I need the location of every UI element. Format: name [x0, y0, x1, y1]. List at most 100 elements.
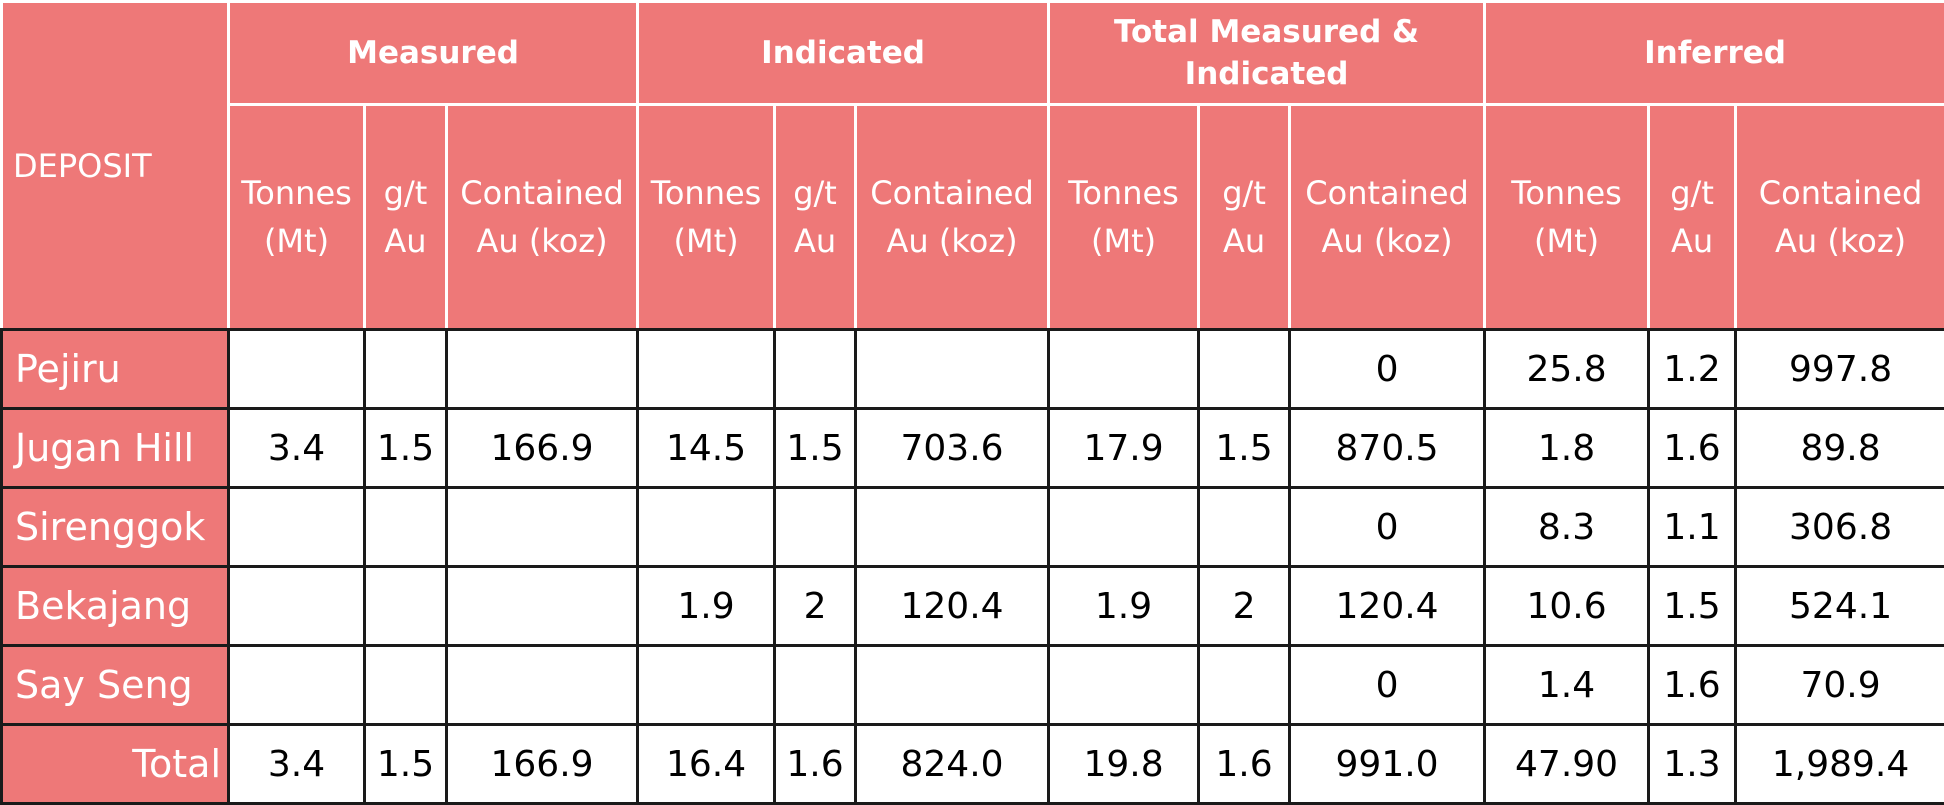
- deposit-header: DEPOSIT: [2, 2, 229, 330]
- table-cell: 1.6: [775, 725, 856, 804]
- subheader-cell: g/t Au: [1649, 105, 1736, 330]
- subheader-cell: Tonnes (Mt): [638, 105, 775, 330]
- subheader-cell: Contained Au (koz): [1736, 105, 1944, 330]
- table-cell: [447, 646, 638, 725]
- group-header-row: DEPOSIT Measured Indicated Total Measure…: [2, 2, 1944, 105]
- table-cell: 1.5: [365, 725, 447, 804]
- table-cell: 2: [1199, 567, 1290, 646]
- table-cell: 17.9: [1049, 409, 1199, 488]
- table-cell: 824.0: [856, 725, 1049, 804]
- table-cell: 1.8: [1485, 409, 1649, 488]
- table-cell: [638, 488, 775, 567]
- table-cell: 1.5: [1649, 567, 1736, 646]
- table-cell: 166.9: [447, 725, 638, 804]
- table-cell: [447, 567, 638, 646]
- table-cell: [775, 330, 856, 409]
- table-cell: 524.1: [1736, 567, 1944, 646]
- subheader-cell: g/t Au: [365, 105, 447, 330]
- table-cell: 1.5: [1199, 409, 1290, 488]
- table-cell: 1.1: [1649, 488, 1736, 567]
- table-cell: 1,989.4: [1736, 725, 1944, 804]
- subheader-cell: Tonnes (Mt): [1485, 105, 1649, 330]
- table-cell: [229, 488, 365, 567]
- group-header-measured: Measured: [229, 2, 638, 105]
- table-cell: 2: [775, 567, 856, 646]
- table-cell: 1.3: [1649, 725, 1736, 804]
- subheader-cell: Contained Au (koz): [1290, 105, 1485, 330]
- table-cell: 25.8: [1485, 330, 1649, 409]
- table-cell: 89.8: [1736, 409, 1944, 488]
- table-cell: 14.5: [638, 409, 775, 488]
- subheader-cell: Tonnes (Mt): [1049, 105, 1199, 330]
- table-cell: 1.5: [775, 409, 856, 488]
- table-cell: [775, 488, 856, 567]
- table-cell: 0: [1290, 488, 1485, 567]
- table-cell: 1.4: [1485, 646, 1649, 725]
- table-cell: 1.5: [365, 409, 447, 488]
- table-cell: [229, 330, 365, 409]
- table-cell: 8.3: [1485, 488, 1649, 567]
- table-cell: 3.4: [229, 409, 365, 488]
- table-cell: 1.6: [1199, 725, 1290, 804]
- table-cell: 306.8: [1736, 488, 1944, 567]
- table-cell: 19.8: [1049, 725, 1199, 804]
- subheader-cell: Contained Au (koz): [856, 105, 1049, 330]
- table-cell: [365, 567, 447, 646]
- table-cell: 120.4: [856, 567, 1049, 646]
- table-cell: [229, 567, 365, 646]
- table-cell: [1199, 646, 1290, 725]
- deposit-name: Pejiru: [2, 330, 229, 409]
- table-cell: [1049, 330, 1199, 409]
- subheader-row: Tonnes (Mt) g/t Au Contained Au (koz) To…: [2, 105, 1944, 330]
- table-cell: [638, 646, 775, 725]
- deposit-name: Bekajang: [2, 567, 229, 646]
- table-cell: 10.6: [1485, 567, 1649, 646]
- table-cell: 16.4: [638, 725, 775, 804]
- table-cell: [365, 330, 447, 409]
- subheader-cell: g/t Au: [775, 105, 856, 330]
- table-cell: 1.6: [1649, 646, 1736, 725]
- table-cell: 997.8: [1736, 330, 1944, 409]
- subheader-cell: Contained Au (koz): [447, 105, 638, 330]
- deposit-name: Sirenggok: [2, 488, 229, 567]
- group-header-indicated: Indicated: [638, 2, 1049, 105]
- table-cell: 0: [1290, 330, 1485, 409]
- table-cell: 166.9: [447, 409, 638, 488]
- table-cell: 703.6: [856, 409, 1049, 488]
- table-cell: 0: [1290, 646, 1485, 725]
- table-cell: [447, 330, 638, 409]
- table-cell: 1.9: [1049, 567, 1199, 646]
- table-cell: [229, 646, 365, 725]
- table-cell: [365, 646, 447, 725]
- table-cell: [1049, 646, 1199, 725]
- deposit-name: Say Seng: [2, 646, 229, 725]
- table-cell: [1049, 488, 1199, 567]
- table-cell: 1.2: [1649, 330, 1736, 409]
- table-cell: 991.0: [1290, 725, 1485, 804]
- group-header-inferred: Inferred: [1485, 2, 1944, 105]
- table-cell: 870.5: [1290, 409, 1485, 488]
- table-cell: 1.6: [1649, 409, 1736, 488]
- table-cell: [1199, 488, 1290, 567]
- table-cell: [856, 330, 1049, 409]
- table-cell: [775, 646, 856, 725]
- table-cell: 120.4: [1290, 567, 1485, 646]
- table-cell: [638, 330, 775, 409]
- table-cell: [447, 488, 638, 567]
- total-label: Total: [2, 725, 229, 804]
- table-cell: [856, 488, 1049, 567]
- table-cell: 47.90: [1485, 725, 1649, 804]
- table-cell: [856, 646, 1049, 725]
- group-header-total-measured-indicated: Total Measured & Indicated: [1049, 2, 1485, 105]
- table-cell: 70.9: [1736, 646, 1944, 725]
- deposit-name: Jugan Hill: [2, 409, 229, 488]
- subheader-cell: Tonnes (Mt): [229, 105, 365, 330]
- table-cell: [365, 488, 447, 567]
